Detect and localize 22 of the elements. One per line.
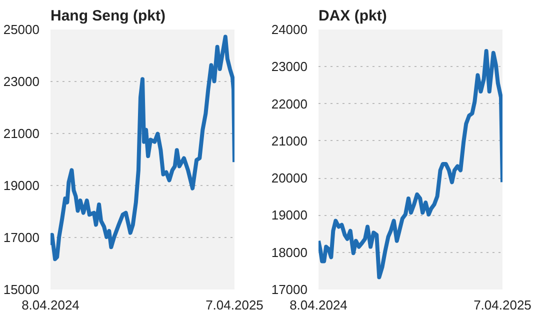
y-tick-label: 23000 xyxy=(3,74,40,89)
y-tick-label: 17000 xyxy=(3,230,40,245)
x-tick-label: 8.04.2024 xyxy=(22,298,80,312)
y-tick-label: 23000 xyxy=(271,59,308,74)
y-tick-label: 21000 xyxy=(271,133,308,148)
y-tick-label: 24000 xyxy=(271,22,308,37)
y-tick-label: 15000 xyxy=(3,282,40,297)
y-tick-label: 20000 xyxy=(271,170,308,186)
x-tick-label: 8.04.2024 xyxy=(290,298,348,312)
chart-title: DAX (pkt) xyxy=(318,8,387,24)
y-tick-label: 19000 xyxy=(271,208,308,223)
y-tick-label: 17000 xyxy=(271,282,308,297)
line-series xyxy=(318,49,502,280)
x-tick-label: 7.04.2025 xyxy=(206,298,264,312)
x-tick-label: 7.04.2025 xyxy=(474,298,532,312)
y-tick-label: 25000 xyxy=(3,22,40,37)
y-tick-label: 21000 xyxy=(3,126,40,141)
y-tick-label: 19000 xyxy=(3,178,40,193)
chart-title: Hang Seng (pkt) xyxy=(50,8,166,24)
y-tick-label: 18000 xyxy=(271,244,308,260)
line-series xyxy=(50,34,234,262)
y-tick-label: 22000 xyxy=(271,96,308,112)
